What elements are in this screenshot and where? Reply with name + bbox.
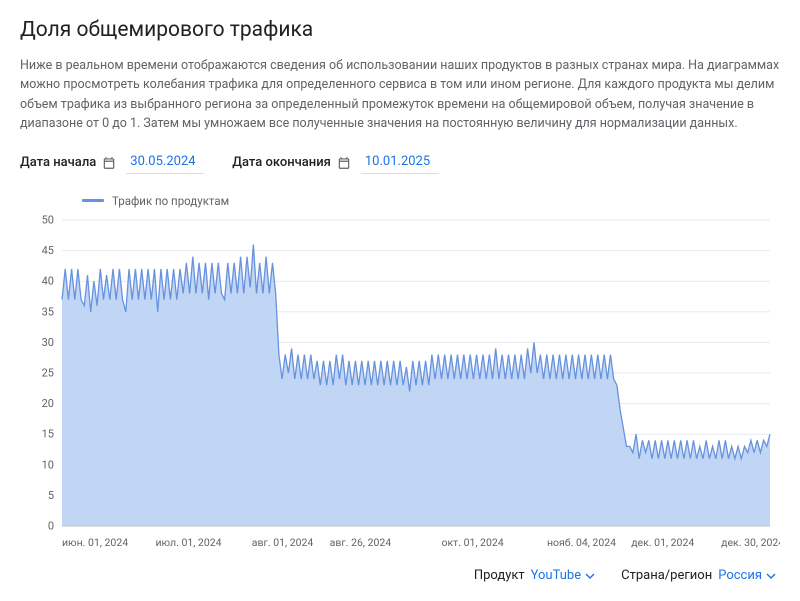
svg-text:30: 30: [42, 335, 54, 348]
svg-text:45: 45: [42, 244, 54, 257]
chevron-down-icon: [766, 570, 776, 580]
calendar-icon[interactable]: [337, 156, 351, 170]
svg-text:0: 0: [48, 519, 54, 532]
end-date-label: Дата окончания: [232, 155, 351, 170]
date-controls: Дата начала 30.05.2024 Дата окончания 10…: [20, 152, 780, 174]
svg-text:дек. 30, 2024: дек. 30, 2024: [721, 536, 780, 549]
svg-text:июн. 01, 2024: июн. 01, 2024: [62, 536, 128, 549]
end-date-label-text: Дата окончания: [232, 155, 331, 170]
start-date-field: Дата начала 30.05.2024: [20, 152, 204, 174]
chart-controls: Продукт YouTube Страна/регион Россия: [20, 568, 780, 583]
svg-text:40: 40: [42, 274, 54, 287]
product-label: Продукт: [474, 568, 525, 583]
chevron-down-icon: [585, 570, 595, 580]
svg-text:окт. 01, 2024: окт. 01, 2024: [441, 536, 503, 549]
svg-text:10: 10: [42, 458, 54, 471]
region-selector[interactable]: Страна/регион Россия: [621, 568, 776, 583]
description-text: Ниже в реальном времени отображаются све…: [20, 56, 780, 134]
page-title: Доля общемирового трафика: [20, 18, 780, 42]
start-date-input[interactable]: 30.05.2024: [126, 152, 204, 174]
region-label: Страна/регион: [621, 568, 712, 583]
chart-legend: Трафик по продуктам: [82, 194, 229, 208]
legend-swatch: [82, 199, 104, 202]
svg-text:авг. 26, 2024: авг. 26, 2024: [330, 536, 392, 549]
end-date-field: Дата окончания 10.01.2025: [232, 152, 439, 174]
product-selector[interactable]: Продукт YouTube: [474, 568, 595, 583]
legend-label: Трафик по продуктам: [112, 194, 229, 208]
traffic-chart: Трафик по продуктам 0 5 10 15 20 25 30 35 40 45 50…: [20, 194, 780, 554]
svg-text:нояб. 04, 2024: нояб. 04, 2024: [547, 536, 616, 549]
product-value: YouTube: [531, 568, 582, 583]
chart-svg: 0 5 10 15 20 25 30 35 40 45 50 июн. 01, 2024 июл. 01…: [20, 194, 780, 554]
svg-text:25: 25: [42, 366, 54, 379]
svg-text:авг. 01, 2024: авг. 01, 2024: [252, 536, 314, 549]
svg-text:5: 5: [48, 488, 54, 501]
svg-text:15: 15: [42, 427, 54, 440]
calendar-icon[interactable]: [102, 156, 116, 170]
end-date-input[interactable]: 10.01.2025: [361, 152, 439, 174]
start-date-label: Дата начала: [20, 155, 116, 170]
region-value: Россия: [718, 568, 762, 583]
svg-text:дек. 01, 2024: дек. 01, 2024: [631, 536, 694, 549]
svg-text:50: 50: [42, 213, 54, 226]
svg-text:35: 35: [42, 305, 54, 318]
svg-text:июл. 01, 2024: июл. 01, 2024: [155, 536, 221, 549]
start-date-label-text: Дата начала: [20, 155, 96, 170]
svg-text:20: 20: [42, 397, 54, 410]
